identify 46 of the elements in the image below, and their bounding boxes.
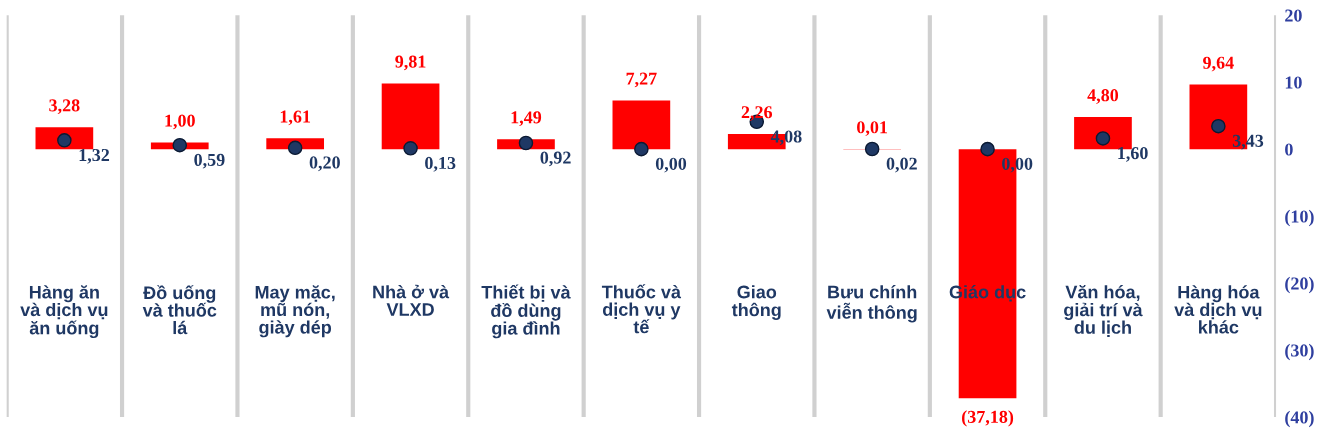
y-tick-label: (30) xyxy=(1285,343,1314,361)
y-tick-label: 0 xyxy=(1285,143,1293,156)
x-tick-label: Hàng hóa và dịch vụ khác xyxy=(1174,285,1262,334)
data-label: 2,26 xyxy=(741,106,773,121)
y-tick-label: 20 xyxy=(1285,9,1302,22)
x-tick-label: Thuốc và dịch vụ y tế xyxy=(601,284,682,334)
y-tick-label: (40) xyxy=(1285,410,1314,428)
x-tick-label: Đồ uống và thuốc lá xyxy=(142,285,217,335)
data-label: 0,59 xyxy=(194,153,225,169)
bar xyxy=(612,100,671,150)
x-tick-label: Văn hóa, giải trí và du lịch xyxy=(1064,284,1143,337)
x-tick-label: Thiết bị và đồ dùng gia đình xyxy=(481,284,571,339)
data-label: 0,00 xyxy=(655,157,687,173)
y-tick-label: 10 xyxy=(1285,76,1302,89)
data-label: 1,49 xyxy=(511,111,542,127)
point xyxy=(1211,118,1226,134)
data-label: 3,28 xyxy=(49,99,80,115)
data-label: 0,92 xyxy=(540,151,571,167)
x-tick-label: Hàng ăn và dịch vụ ăn uống xyxy=(20,285,108,339)
point xyxy=(980,141,995,157)
x-tick-label: Nhà ở và VLXD xyxy=(373,284,450,316)
x-tick-label: Giao thông xyxy=(731,285,781,320)
data-label: 1,32 xyxy=(79,148,110,164)
point xyxy=(634,141,649,157)
point xyxy=(518,135,534,151)
data-label: 7,27 xyxy=(626,72,657,88)
x-tick-label: Bưu chính viễn thông xyxy=(826,284,917,323)
data-label: 0,13 xyxy=(425,156,456,172)
data-label: 0,01 xyxy=(857,121,888,136)
data-label: 1,00 xyxy=(165,114,195,130)
y-tick-label: (10) xyxy=(1285,209,1314,227)
data-label: 1,60 xyxy=(1118,146,1148,162)
x-tick-label: May mặc, mũ nón, giày dép xyxy=(255,285,335,338)
point xyxy=(403,140,418,156)
data-label: 0,02 xyxy=(886,157,917,173)
data-label: 9,81 xyxy=(395,55,426,71)
bar xyxy=(381,83,440,150)
data-label: 4,80 xyxy=(1087,89,1119,104)
point xyxy=(287,140,303,156)
point xyxy=(172,137,188,153)
y-tick-label: (20) xyxy=(1285,276,1314,294)
point xyxy=(864,141,880,157)
data-label: 1,61 xyxy=(280,110,311,126)
data-label: 0,20 xyxy=(309,156,340,172)
data-label: 9,64 xyxy=(1203,56,1234,72)
data-label: (37,18) xyxy=(962,410,1014,427)
